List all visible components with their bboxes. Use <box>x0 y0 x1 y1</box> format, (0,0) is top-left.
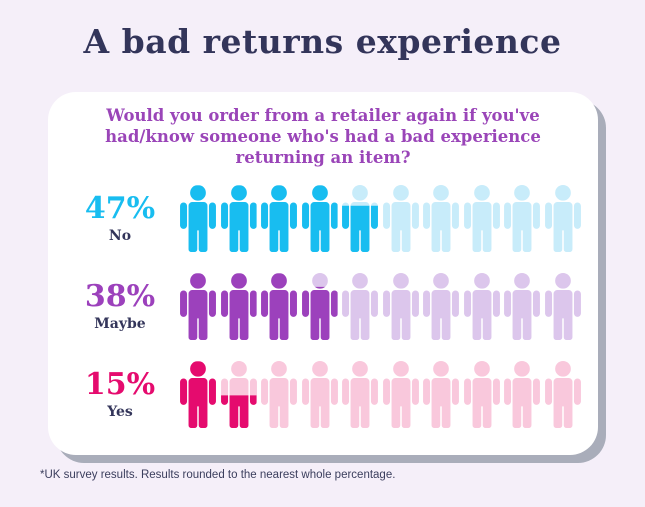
person-icon <box>180 185 216 253</box>
person-icon-empty <box>382 185 419 253</box>
row-label: 15% Yes <box>68 367 172 421</box>
person-icon-empty <box>504 185 540 253</box>
person-icon <box>382 185 419 253</box>
person-icon <box>180 361 216 429</box>
person-icon <box>423 185 459 253</box>
person-icon <box>423 361 459 429</box>
row-percent: 15% <box>84 367 156 403</box>
survey-question-line: returning an item? <box>235 148 411 168</box>
person-icon-empty <box>463 361 500 429</box>
person-icon <box>382 273 419 341</box>
person-icon <box>301 273 338 341</box>
person-icon <box>261 185 297 253</box>
person-icon <box>463 273 500 341</box>
person-icon <box>544 185 581 253</box>
survey-question-line: had/know someone who's had a bad experie… <box>105 127 541 147</box>
person-icon <box>342 361 378 429</box>
person-icon-fill <box>301 185 338 253</box>
survey-question: Would you order from a retailer again if… <box>48 92 598 168</box>
row-percent: 38% <box>84 279 156 315</box>
pictogram-row-no: 47% No <box>68 185 598 253</box>
person-icon <box>463 185 500 253</box>
person-icon-empty <box>504 273 540 341</box>
person-icon <box>261 273 297 341</box>
person-icon <box>382 361 419 429</box>
person-icon <box>180 273 216 341</box>
row-icons <box>180 361 581 429</box>
person-icon-empty <box>342 273 378 341</box>
person-icon <box>301 185 338 253</box>
person-icon-fill <box>220 273 257 341</box>
footnote: *UK survey results. Results rounded to t… <box>40 469 396 481</box>
person-icon-empty <box>261 361 297 429</box>
person-icon-empty <box>423 273 459 341</box>
row-answer: No <box>108 228 132 245</box>
person-icon-empty <box>463 273 500 341</box>
row-answer: Yes <box>107 404 133 421</box>
pictogram-row-yes: 15% Yes <box>68 361 598 429</box>
row-icons <box>180 273 581 341</box>
infographic-card: Would you order from a retailer again if… <box>48 92 598 455</box>
survey-question-line: Would you order from a retailer again if… <box>106 106 540 125</box>
person-icon-fill <box>180 273 216 341</box>
row-label: 47% No <box>68 191 172 245</box>
person-icon-empty <box>504 361 540 429</box>
person-icon <box>504 273 540 341</box>
person-icon-fill <box>180 361 216 429</box>
person-icon-empty <box>423 361 459 429</box>
person-icon <box>504 361 540 429</box>
person-icon-fill <box>261 273 297 341</box>
row-icons <box>180 185 581 253</box>
person-icon <box>342 185 378 253</box>
person-icon-empty <box>544 273 581 341</box>
person-icon-empty <box>463 185 500 253</box>
page-title: A bad returns experience <box>83 22 562 61</box>
person-icon-empty <box>544 185 581 253</box>
person-icon-fill <box>180 185 216 253</box>
row-label: 38% Maybe <box>68 279 172 333</box>
person-icon-empty <box>301 361 338 429</box>
person-icon <box>301 361 338 429</box>
person-icon <box>261 361 297 429</box>
pictogram-rows: 47% No 38% Maybe 15% Yes <box>48 185 598 429</box>
person-icon <box>504 185 540 253</box>
person-icon <box>342 273 378 341</box>
person-icon-empty <box>342 361 378 429</box>
row-answer: Maybe <box>94 316 146 333</box>
person-icon-fill <box>342 205 378 254</box>
person-icon <box>220 361 257 429</box>
person-icon-fill <box>220 395 257 429</box>
person-icon <box>423 273 459 341</box>
person-icon-empty <box>423 185 459 253</box>
person-icon-fill <box>220 185 257 253</box>
row-percent: 47% <box>84 191 156 227</box>
person-icon-fill <box>301 286 338 341</box>
person-icon <box>544 273 581 341</box>
person-icon <box>220 185 257 253</box>
person-icon-empty <box>382 273 419 341</box>
person-icon-fill <box>261 185 297 253</box>
person-icon <box>220 273 257 341</box>
pictogram-row-maybe: 38% Maybe <box>68 273 598 341</box>
person-icon <box>544 361 581 429</box>
person-icon-empty <box>382 361 419 429</box>
person-icon-empty <box>544 361 581 429</box>
person-icon <box>463 361 500 429</box>
